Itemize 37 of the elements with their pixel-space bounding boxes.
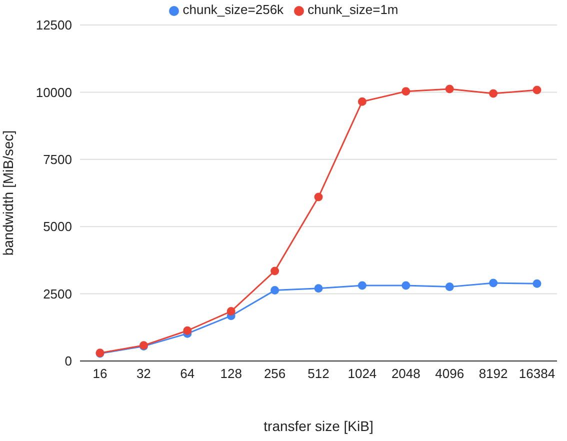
point — [270, 286, 280, 295]
x-tick-label: 4096 — [435, 366, 464, 382]
point — [532, 86, 542, 94]
point — [270, 266, 280, 276]
point — [226, 307, 236, 316]
y-tick-label: 0 — [64, 354, 72, 369]
y-tick-label: 10000 — [36, 84, 72, 100]
y-axis-title: bandwidth [MiB/sec] — [0, 130, 16, 256]
point — [358, 281, 366, 290]
x-tick-label: 1024 — [348, 366, 377, 382]
x-tick-label: 64 — [180, 366, 195, 382]
point — [489, 89, 498, 98]
point — [358, 97, 366, 106]
point — [532, 279, 542, 288]
legend-label: chunk_size=256k — [182, 2, 284, 17]
x-tick-label: 256 — [264, 366, 286, 382]
x-axis-title: transfer size [KiB] — [264, 418, 374, 434]
point — [314, 284, 323, 293]
x-tick-label: 16 — [92, 366, 108, 382]
y-tick-label: 5000 — [43, 219, 72, 234]
y-tick-label: 2500 — [43, 286, 72, 302]
legend-label: chunk_size=1m — [308, 2, 398, 17]
point — [314, 192, 323, 202]
x-tick-label: 8192 — [478, 366, 508, 382]
point — [445, 282, 454, 292]
x-tick-label: 32 — [136, 366, 151, 382]
x-tick-label: 512 — [308, 366, 330, 382]
y-tick-label: 12500 — [36, 18, 72, 33]
x-tick-label: 2048 — [391, 366, 420, 382]
point — [402, 87, 410, 96]
point — [183, 326, 192, 335]
x-tick-label: 128 — [220, 366, 242, 382]
point — [402, 281, 410, 290]
y-tick-label: 7500 — [43, 152, 72, 168]
point — [445, 84, 454, 94]
point — [489, 278, 498, 288]
x-tick-label: 16384 — [518, 366, 556, 382]
